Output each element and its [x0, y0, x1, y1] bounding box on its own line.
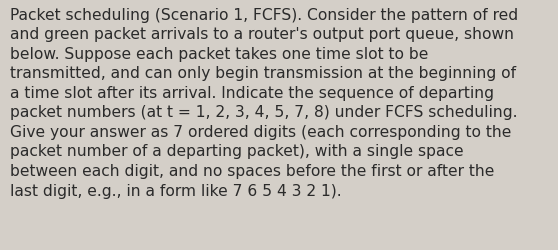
Text: Packet scheduling (Scenario 1, FCFS). Consider the pattern of red
and green pack: Packet scheduling (Scenario 1, FCFS). Co… [10, 8, 518, 198]
